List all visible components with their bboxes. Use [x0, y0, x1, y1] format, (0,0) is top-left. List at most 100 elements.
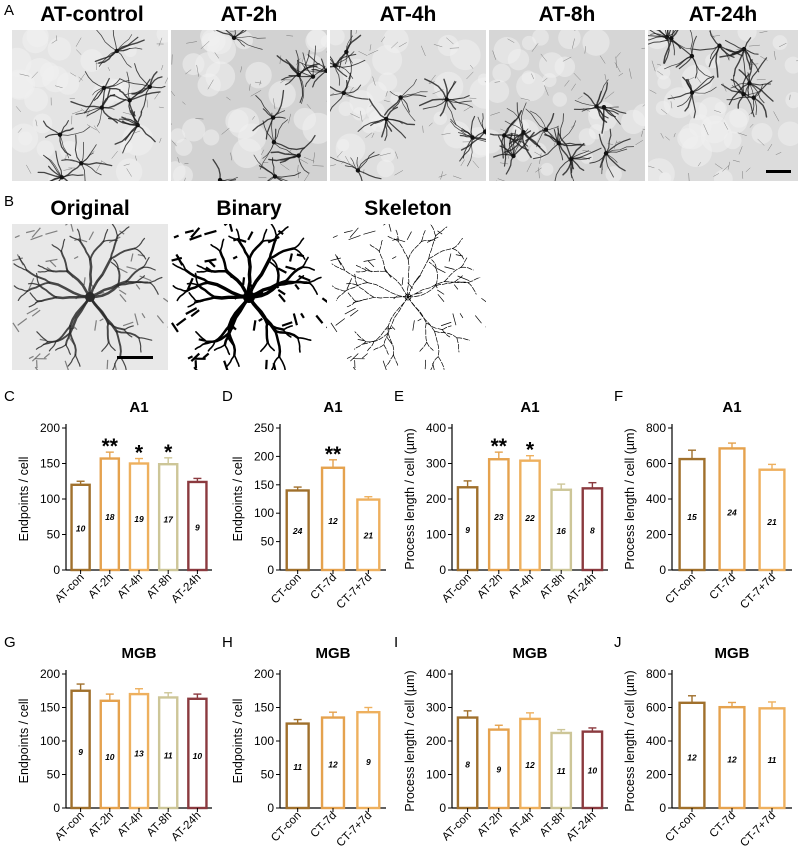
sample-size-label: 12 [727, 755, 737, 765]
y-tick-label: 0 [439, 563, 446, 577]
sample-size-label: 9 [195, 522, 200, 532]
x-category-label: CT-con [663, 810, 698, 845]
significance-marker: ** [325, 443, 342, 466]
y-tick-label: 800 [646, 667, 666, 681]
y-tick-label: 150 [254, 478, 274, 492]
chart-title: A1 [323, 399, 342, 416]
y-axis-label: Process length / cell (µm) [403, 670, 417, 811]
chart-title: MGB [715, 645, 750, 662]
x-category-label: CT-con [269, 572, 304, 607]
x-category-label: AT-2h [86, 810, 116, 840]
y-axis-label: Endpoints / cell [17, 699, 31, 784]
y-axis-label: Process length / cell (µm) [403, 428, 417, 569]
y-tick-label: 0 [53, 801, 60, 815]
chart-title: MGB [513, 645, 548, 662]
sample-size-label: 17 [163, 514, 174, 524]
x-category-label: AT-8h [538, 572, 568, 602]
sample-size-label: 11 [557, 766, 566, 776]
x-category-label: CT-con [663, 572, 698, 607]
chart-e-a1-process-length-at: A1 0 100 200 300 400 Process length / cell (µm… [394, 392, 614, 633]
micrograph-at-control [12, 30, 168, 181]
sample-size-label: 9 [366, 757, 371, 767]
y-tick-label: 0 [659, 563, 666, 577]
sample-size-label: 23 [493, 512, 504, 522]
x-category-label: AT-2h [475, 572, 505, 602]
sample-size-label: 10 [76, 524, 86, 534]
panel-b-title-skeleton: Skeleton [330, 197, 486, 221]
x-category-label: CT-7d [707, 810, 738, 841]
panel-a-title-24h: AT-24h [648, 3, 798, 27]
significance-marker: ** [491, 435, 508, 458]
x-category-label: AT-4h [116, 810, 146, 840]
micrograph-at-8h [489, 30, 645, 181]
y-tick-label: 50 [47, 528, 61, 542]
y-tick-label: 400 [426, 667, 446, 681]
chart-title: MGB [122, 645, 157, 662]
y-tick-label: 250 [254, 421, 274, 435]
panel-a-title-2h: AT-2h [171, 3, 327, 27]
y-tick-label: 200 [254, 667, 274, 681]
significance-marker: * [164, 441, 173, 464]
sample-size-label: 9 [78, 747, 83, 757]
y-tick-label: 50 [47, 768, 61, 782]
y-tick-label: 400 [646, 492, 666, 506]
y-tick-label: 200 [426, 492, 446, 506]
y-tick-label: 100 [40, 734, 60, 748]
y-tick-label: 600 [646, 701, 666, 715]
x-category-label: CT-7+7d [335, 572, 375, 612]
sample-size-label: 9 [496, 765, 501, 775]
x-category-label: CT-7d [707, 572, 738, 603]
sample-size-label: 12 [328, 759, 338, 769]
y-tick-label: 100 [254, 506, 274, 520]
chart-title: MGB [316, 645, 351, 662]
sample-size-label: 10 [193, 751, 203, 761]
chart-title: A1 [520, 399, 539, 416]
x-category-label: AT-2h [475, 810, 505, 840]
panel-b-title-binary: Binary [171, 197, 327, 221]
y-tick-label: 50 [261, 535, 275, 549]
sample-size-label: 8 [590, 525, 595, 535]
y-tick-label: 100 [426, 528, 446, 542]
y-tick-label: 150 [254, 701, 274, 715]
y-tick-label: 200 [40, 667, 60, 681]
y-axis-label: Process length / cell (µm) [623, 428, 637, 569]
y-tick-label: 600 [646, 457, 666, 471]
sample-size-label: 24 [292, 526, 303, 536]
y-tick-label: 50 [261, 768, 275, 782]
sample-size-label: 11 [164, 750, 173, 760]
sample-size-label: 21 [363, 530, 374, 540]
y-tick-label: 200 [40, 421, 60, 435]
x-category-label: CT-7d [308, 572, 339, 603]
y-axis-label: Endpoints / cell [231, 457, 245, 542]
sample-size-label: 9 [465, 525, 470, 535]
sample-size-label: 12 [328, 516, 338, 526]
panel-a-title-control: AT-control [12, 3, 172, 27]
panel-a-title-4h: AT-4h [330, 3, 486, 27]
sample-size-label: 18 [105, 512, 115, 522]
y-tick-label: 0 [267, 801, 274, 815]
y-tick-label: 0 [659, 801, 666, 815]
y-axis-label: Endpoints / cell [17, 457, 31, 542]
y-tick-label: 800 [646, 421, 666, 435]
x-category-label: AT-4h [116, 572, 146, 602]
x-category-label: AT-2h [86, 572, 116, 602]
y-tick-label: 300 [426, 457, 446, 471]
y-tick-label: 200 [254, 449, 274, 463]
x-category-label: CT-7+7d [738, 810, 778, 850]
y-tick-label: 400 [646, 734, 666, 748]
significance-marker: ** [102, 435, 119, 458]
sample-size-label: 15 [687, 512, 697, 522]
sample-size-label: 13 [134, 749, 144, 759]
y-tick-label: 300 [426, 701, 446, 715]
panel-b-title-original: Original [12, 197, 168, 221]
y-tick-label: 400 [426, 421, 446, 435]
sample-size-label: 19 [134, 514, 144, 524]
sample-size-label: 24 [726, 507, 737, 517]
y-tick-label: 0 [439, 801, 446, 815]
x-category-label: AT-4h [507, 572, 537, 602]
y-tick-label: 200 [646, 528, 666, 542]
y-tick-label: 100 [426, 768, 446, 782]
